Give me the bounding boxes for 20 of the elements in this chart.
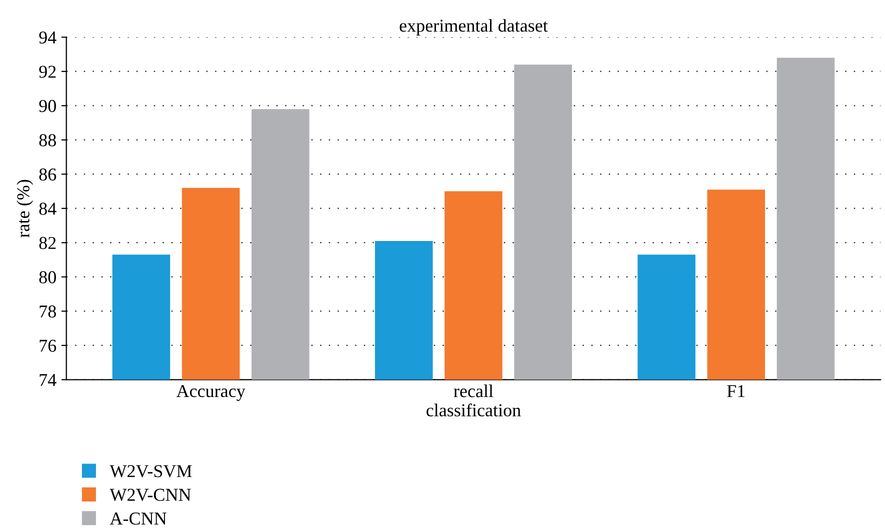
x-tick-label: F1 (727, 385, 745, 398)
x-tick-label: Accuracy (176, 385, 246, 401)
y-tick-label: 82 (39, 236, 56, 250)
y-tick-label: 76 (40, 340, 56, 352)
x-axis-title: classification (426, 403, 521, 416)
y-tick-label: 86 (39, 168, 56, 181)
y-tick-label: 84 (39, 202, 56, 215)
y-tick-label: 78 (40, 305, 56, 318)
y-tick-label: 92 (39, 66, 56, 78)
chart-title: experimental dataset (400, 19, 548, 36)
legend-label: W2V-SVM (110, 465, 192, 478)
y-tick-label: 88 (39, 134, 56, 146)
y-tick-label: 74 (40, 374, 56, 386)
x-tick-label: recall (454, 384, 494, 398)
y-tick-label: 94 (39, 31, 56, 44)
legend-label: A-CNN (110, 512, 166, 525)
y-tick-label: 90 (39, 100, 56, 112)
y-axis-title: rate (%) (16, 180, 34, 238)
y-tick-label: 80 (39, 271, 56, 284)
legend-label: W2V-CNN (110, 488, 191, 502)
